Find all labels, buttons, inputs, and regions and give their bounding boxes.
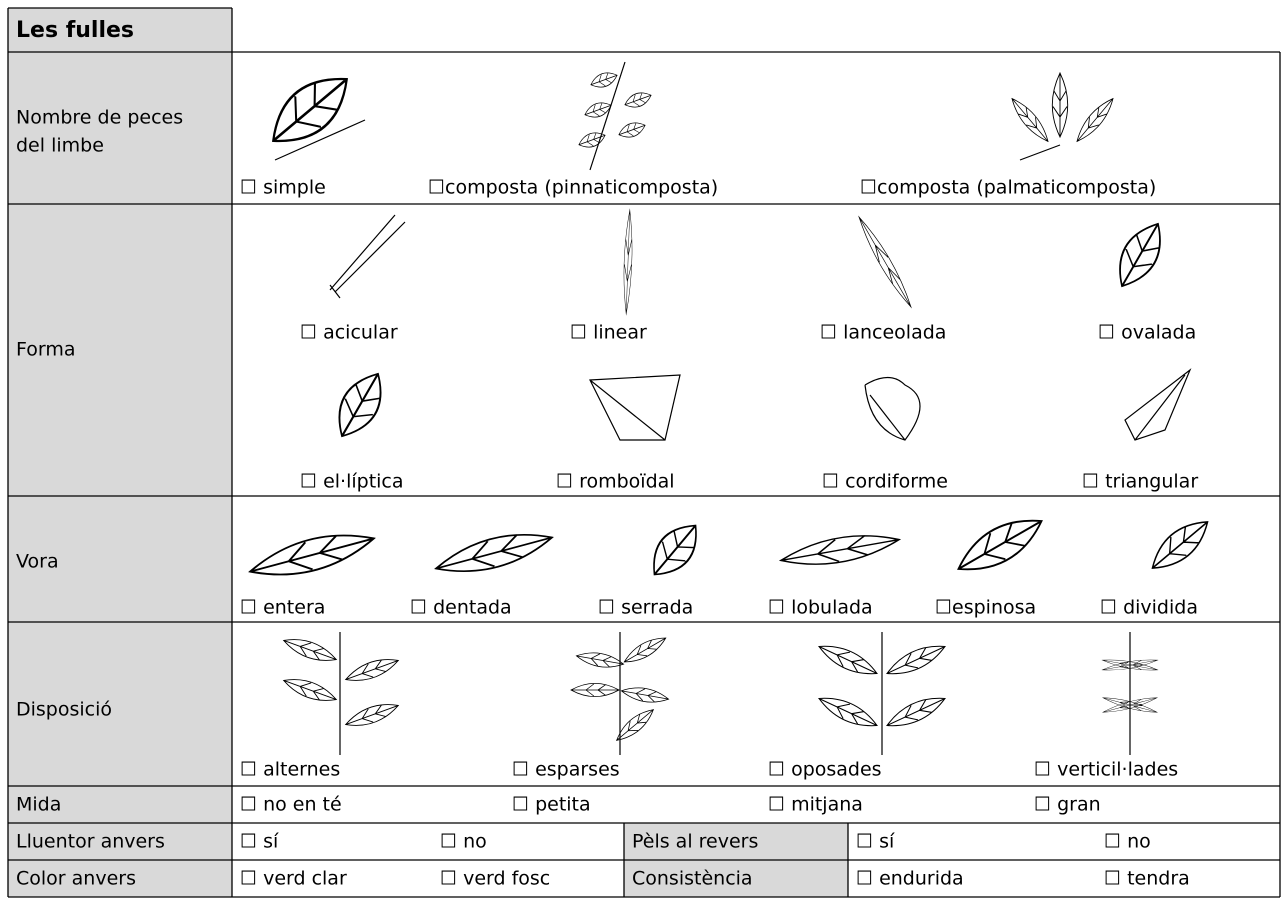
option: ☐ acicular <box>300 322 398 344</box>
option: ☐ lobulada <box>768 597 873 619</box>
label-cells <box>8 8 848 897</box>
option: ☐ no <box>1104 831 1151 853</box>
row-label: Pèls al revers <box>632 831 758 853</box>
option: ☐ dentada <box>410 597 512 619</box>
option: ☐ ovalada <box>1098 322 1196 344</box>
option: ☐ dividida <box>1100 597 1198 619</box>
option: ☐ tendra <box>1104 868 1190 890</box>
option: ☐ oposades <box>768 759 882 781</box>
option: ☐ serrada <box>598 597 693 619</box>
option: ☐ verd fosc <box>440 868 550 890</box>
cordiforme <box>864 376 921 441</box>
stem <box>589 61 626 171</box>
acicular <box>329 214 406 299</box>
triangular <box>1124 368 1192 441</box>
title: Les fulles <box>16 18 134 43</box>
label-column <box>8 8 232 897</box>
option: ☐composta (pinnaticomposta) <box>428 177 718 199</box>
option: ☐ no <box>440 831 487 853</box>
row-label: Vora <box>16 551 59 573</box>
option: ☐ sí <box>856 831 895 853</box>
option: ☐ cordiforme <box>822 471 948 493</box>
option: ☐ sí <box>240 831 279 853</box>
option: ☐ lanceolada <box>820 322 946 344</box>
row-label: Forma <box>16 339 76 361</box>
row-label: Nombre de peces <box>16 107 183 129</box>
option: ☐ alternes <box>240 759 340 781</box>
row-label: Mida <box>16 794 61 816</box>
option: ☐ mitjana <box>768 794 863 816</box>
option: ☐ triangular <box>1082 471 1198 493</box>
option: ☐ simple <box>240 177 326 199</box>
option: ☐ no en té <box>240 794 342 816</box>
ruler <box>274 119 366 161</box>
option: ☐composta (palmaticomposta) <box>860 177 1156 199</box>
row-label: Lluentor anvers <box>16 831 165 853</box>
option: ☐ el·líptica <box>300 471 404 493</box>
row-label: del limbe <box>16 135 104 157</box>
option: ☐ verd clar <box>240 868 347 890</box>
option: ☐espinosa <box>935 597 1036 619</box>
option: ☐ verticil·lades <box>1034 759 1178 781</box>
row-label: Disposició <box>16 699 112 721</box>
row-label: Consistència <box>632 868 753 890</box>
option: ☐ petita <box>512 794 591 816</box>
stem <box>1019 144 1061 161</box>
romboidal <box>589 374 681 441</box>
option: ☐ esparses <box>512 759 620 781</box>
option: ☐ entera <box>240 597 325 619</box>
borders <box>7 7 1281 898</box>
option: ☐ endurida <box>856 868 964 890</box>
option: ☐ linear <box>570 322 647 344</box>
option: ☐ romboïdal <box>556 471 675 493</box>
row-label: Color anvers <box>16 868 136 890</box>
drawings <box>245 61 1217 755</box>
option: ☐ gran <box>1034 794 1101 816</box>
